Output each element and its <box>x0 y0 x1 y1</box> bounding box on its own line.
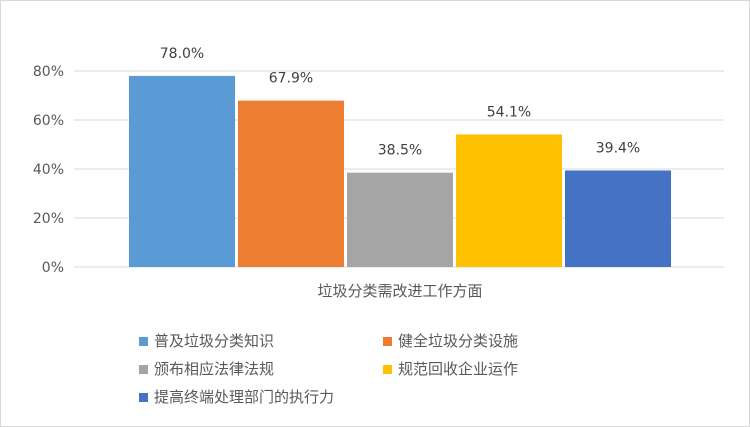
legend-swatch <box>139 364 148 374</box>
legend-label: 提高终端处理部门的执行力 <box>154 388 335 406</box>
y-axis-tick-labels: 0% 20% 40% 60% 80% <box>33 64 64 276</box>
legend-label: 健全垃圾分类设施 <box>398 332 519 350</box>
y-tick-label: 80% <box>33 64 64 80</box>
y-tick-label: 0% <box>42 260 64 276</box>
legend-item-3: 颁布相应法律法规 <box>139 358 274 380</box>
data-labels: 78.0% 67.9% 38.5% 54.1% 39.4% <box>160 46 640 159</box>
legend-label: 普及垃圾分类知识 <box>154 332 275 350</box>
data-label-5: 39.4% <box>596 140 640 156</box>
bar-1 <box>129 75 235 268</box>
bar-5 <box>565 170 671 267</box>
x-axis-category-labels: 垃圾分类需改进工作方面 <box>317 282 482 300</box>
legend-item-2: 健全垃圾分类设施 <box>383 330 518 352</box>
legend-label: 颁布相应法律法规 <box>154 360 275 378</box>
data-label-3: 38.5% <box>378 143 422 159</box>
data-label-1: 78.0% <box>160 46 204 62</box>
bar-3 <box>347 172 453 267</box>
bar-4 <box>456 134 562 267</box>
bars <box>129 75 671 268</box>
legend-item-5: 提高终端处理部门的执行力 <box>139 386 334 408</box>
legend-swatch <box>383 364 392 374</box>
legend-swatch <box>383 336 392 346</box>
data-label-2: 67.9% <box>269 71 313 87</box>
data-label-4: 54.1% <box>487 104 531 120</box>
y-tick-label: 20% <box>33 211 64 227</box>
x-category-label: 垃圾分类需改进工作方面 <box>317 282 482 300</box>
legend-item-4: 规范回收企业运作 <box>383 358 518 380</box>
legend-label: 规范回收企业运作 <box>398 360 519 378</box>
bar-2 <box>238 100 344 268</box>
legend-swatch <box>139 336 148 346</box>
y-tick-label: 60% <box>33 113 64 129</box>
legend-swatch <box>139 392 148 402</box>
y-tick-label: 40% <box>33 162 64 178</box>
legend-item-1: 普及垃圾分类知识 <box>139 330 274 352</box>
